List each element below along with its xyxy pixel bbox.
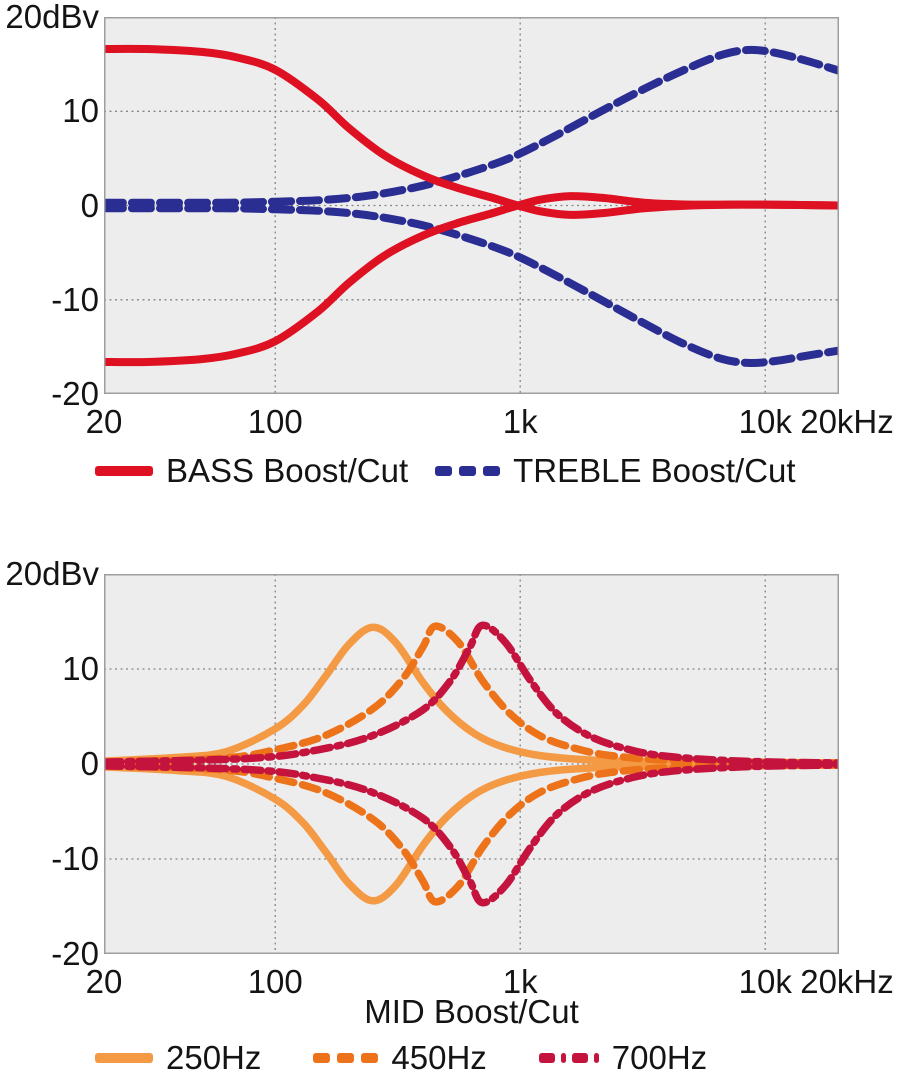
curve-mid-250hz-boost (104, 623, 839, 767)
legend-dash (361, 1053, 379, 1063)
curve-treble-boost (104, 45, 839, 207)
legend-dash (313, 1053, 331, 1063)
curve-mid-700hz-cut (104, 761, 839, 907)
legend-label: 250Hz (166, 1039, 262, 1076)
legend-item: 700Hz (538, 1039, 708, 1076)
y-tick-label: -10 (51, 280, 99, 318)
y-tick-label: -10 (51, 840, 99, 877)
legend-label: 450Hz (391, 1039, 487, 1076)
legend-dash (538, 1053, 555, 1063)
curve-treble-cut (104, 204, 839, 368)
legend-solid-line-swatch (95, 466, 153, 476)
plot-border (104, 574, 839, 954)
x-tick-label: 20kHz (800, 963, 894, 1000)
legend-dash (435, 466, 453, 476)
y-tick-label: -20 (51, 935, 99, 972)
x-tick-label: 20kHz (800, 403, 894, 440)
curve-mid-700hz-boost (104, 621, 839, 767)
x-tick-label: 100 (247, 963, 303, 1000)
legend-dash (560, 1053, 566, 1063)
legend-dashes-line-swatch (435, 466, 501, 476)
legend-item: TREBLE Boost/Cut (435, 452, 796, 489)
x-tick-label: 10k (738, 963, 792, 1000)
mid-chart-title: MID Boost/Cut (364, 993, 579, 1030)
curve-bass-cut (104, 192, 839, 367)
legend-dash (483, 466, 501, 476)
curve-mid-250hz-cut (104, 761, 839, 905)
x-tick-label: 100 (247, 403, 303, 440)
x-tick-label: 20 (85, 963, 123, 1000)
legend-dash (459, 466, 477, 476)
y-tick-label: 0 (80, 745, 99, 782)
legend-solid-line-swatch (95, 1053, 153, 1063)
legend-item: 250Hz (95, 1040, 261, 1076)
y-tick-label: 10 (62, 650, 99, 687)
legend-dash (571, 1053, 588, 1063)
y-tick-label: -20 (51, 375, 99, 412)
legend-item: BASS Boost/Cut (95, 453, 408, 489)
y-axis-unit-label: 20dBv (5, 0, 99, 35)
legend-label: TREBLE Boost/Cut (513, 452, 796, 489)
legend-dash (593, 1053, 599, 1063)
bass-treble-chart-plot-area (104, 17, 839, 394)
x-tick-label: 1k (502, 403, 538, 440)
legend-item: 450Hz (313, 1039, 487, 1076)
legend-dashes-line-swatch (313, 1053, 379, 1063)
curve-mid-450hz-cut (104, 761, 839, 906)
bass-treble-legend: BASS Boost/Cut TREBLE Boost/Cut (95, 452, 796, 490)
mid-chart-plot-area (104, 574, 839, 954)
curve-bass-boost (104, 44, 839, 219)
y-axis-unit-label: 20dBv (5, 555, 99, 592)
legend-dash (95, 1053, 153, 1063)
mid-legend: 250Hz 450Hz 700Hz (95, 1039, 707, 1077)
x-tick-label: 1k (502, 963, 538, 1000)
legend-label: BASS Boost/Cut (166, 452, 409, 489)
plot-border (104, 17, 839, 394)
x-tick-label: 20 (85, 403, 123, 440)
x-tick-label: 10k (738, 403, 792, 440)
curve-mid-450hz-boost (104, 622, 839, 767)
y-tick-label: 10 (62, 92, 99, 130)
legend-label: 700Hz (611, 1039, 708, 1076)
y-tick-label: 0 (80, 186, 99, 224)
legend-dashdot-line-swatch (538, 1053, 599, 1063)
legend-dash (95, 466, 153, 476)
legend-dash (337, 1053, 355, 1063)
